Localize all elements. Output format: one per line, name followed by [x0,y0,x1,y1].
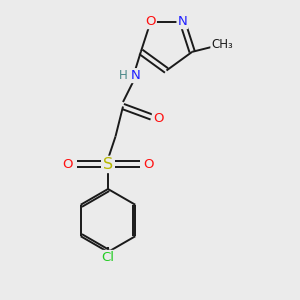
Text: S: S [103,157,113,172]
Text: Cl: Cl [101,251,115,264]
Text: CH₃: CH₃ [211,38,233,51]
Text: N: N [131,69,140,82]
Text: N: N [178,15,187,28]
Text: H: H [119,69,128,82]
Text: O: O [153,112,163,125]
Text: O: O [143,158,154,171]
Text: O: O [62,158,73,171]
Text: O: O [146,15,156,28]
